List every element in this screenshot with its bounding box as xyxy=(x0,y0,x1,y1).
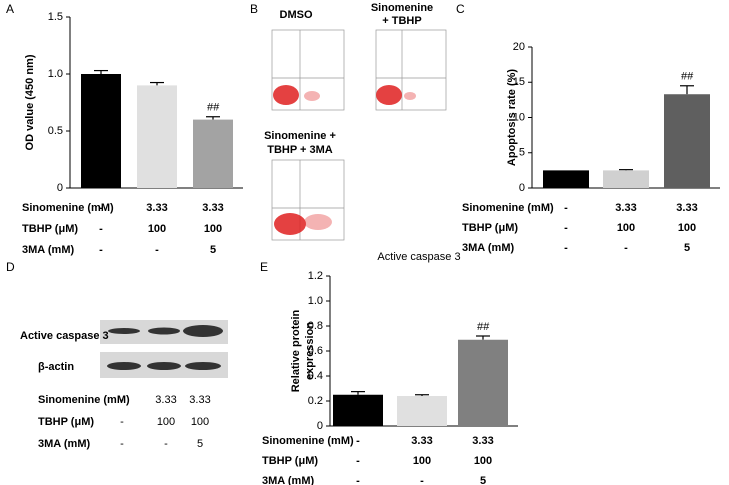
y-tick-label: 0.6 xyxy=(308,345,323,357)
condition-value: 5 xyxy=(197,438,203,450)
condition-label: TBHP (μM) xyxy=(262,455,318,467)
y-tick-label: 1.2 xyxy=(308,270,323,282)
condition-value: 5 xyxy=(210,244,216,256)
condition-value: - xyxy=(155,244,159,256)
panel-label: B xyxy=(250,2,258,16)
condition-value: 3.33 xyxy=(146,202,167,214)
band-label: β-actin xyxy=(38,361,74,373)
condition-label: TBHP (μM) xyxy=(462,222,518,234)
condition-value: - xyxy=(99,223,103,235)
condition-value: 100 xyxy=(204,223,222,235)
condition-value: 5 xyxy=(684,242,690,254)
panel-label: D xyxy=(6,260,15,274)
condition-value: 3.33 xyxy=(615,202,636,214)
bar xyxy=(333,394,383,426)
condition-label: Sinomenine (mM) xyxy=(22,202,114,214)
condition-label: Sinomenine (mM) xyxy=(462,202,554,214)
condition-value: 100 xyxy=(617,222,635,234)
condition-label: 3MA (mM) xyxy=(38,438,90,450)
condition-value: 3.33 xyxy=(189,394,210,406)
condition-label: 3MA (mM) xyxy=(262,475,314,485)
y-tick-label: 1.0 xyxy=(308,295,323,307)
condition-value: 5 xyxy=(480,475,486,485)
y-tick-label: 15 xyxy=(513,76,525,88)
y-tick-label: 0.4 xyxy=(308,370,323,382)
condition-value: 100 xyxy=(191,416,209,428)
condition-value: - xyxy=(356,435,360,447)
blot-bands xyxy=(107,325,223,370)
flow-title: Sinomenine + xyxy=(264,130,336,142)
condition-value: - xyxy=(356,475,360,485)
y-axis-label: OD value (450 nm) xyxy=(24,54,36,150)
condition-value: - xyxy=(564,202,568,214)
condition-value: - xyxy=(624,242,628,254)
condition-value: 3.33 xyxy=(676,202,697,214)
y-tick-label: 0 xyxy=(57,182,63,194)
condition-label: 3MA (mM) xyxy=(22,244,74,256)
panel-label: E xyxy=(260,260,268,274)
condition-label: TBHP (μM) xyxy=(22,223,78,235)
bar xyxy=(397,396,447,426)
condition-value: 100 xyxy=(413,455,431,467)
y-axis-label: Apoptosis rate (%) xyxy=(506,69,518,167)
bar xyxy=(193,119,233,188)
band-label: Active caspase 3 xyxy=(20,330,109,342)
condition-value: 100 xyxy=(474,455,492,467)
condition-value: - xyxy=(564,242,568,254)
condition-value: - xyxy=(99,202,103,214)
y-tick-label: 20 xyxy=(513,41,525,53)
condition-label: Sinomenine (mM) xyxy=(262,435,354,447)
y-tick-label: 0.5 xyxy=(48,125,63,137)
annotation: ## xyxy=(681,71,694,83)
condition-value: 3.33 xyxy=(472,435,493,447)
bar xyxy=(458,339,508,426)
chart-title: Active caspase 3 xyxy=(377,251,460,263)
condition-value: 3.33 xyxy=(155,394,176,406)
condition-value: 100 xyxy=(678,222,696,234)
flow-dots xyxy=(273,85,416,235)
condition-value: - xyxy=(120,438,124,450)
bar xyxy=(81,74,121,188)
annotation: ## xyxy=(477,321,490,333)
panel-label: A xyxy=(6,2,14,16)
y-axis-label: Relative protein xyxy=(290,309,302,392)
condition-value: - xyxy=(564,222,568,234)
condition-value: - xyxy=(164,438,168,450)
y-axis-label: expression xyxy=(304,322,316,380)
condition-value: 100 xyxy=(148,223,166,235)
condition-value: - xyxy=(420,475,424,485)
bar xyxy=(664,94,710,188)
y-tick-label: 0 xyxy=(519,182,525,194)
y-tick-label: 0.2 xyxy=(308,395,323,407)
condition-value: - xyxy=(356,455,360,467)
flow-title: DMSO xyxy=(280,9,313,21)
condition-value: - xyxy=(120,416,124,428)
condition-label: TBHP (μM) xyxy=(38,416,94,428)
y-tick-label: 1.0 xyxy=(48,68,63,80)
y-tick-label: 1.5 xyxy=(48,11,63,23)
condition-value: 3.33 xyxy=(202,202,223,214)
flow-title: TBHP + 3MA xyxy=(267,144,333,156)
y-tick-label: 0.8 xyxy=(308,320,323,332)
condition-value: - xyxy=(99,244,103,256)
y-tick-label: 0 xyxy=(317,420,323,432)
panel-label: C xyxy=(456,2,465,16)
condition-value: 3.33 xyxy=(411,435,432,447)
annotation: ## xyxy=(207,102,220,114)
condition-value: - xyxy=(120,394,124,406)
bar xyxy=(137,85,177,188)
condition-label: 3MA (mM) xyxy=(462,242,514,254)
flow-title: + TBHP xyxy=(382,15,421,27)
bar xyxy=(603,170,649,188)
y-tick-label: 10 xyxy=(513,111,525,123)
bar xyxy=(543,170,589,188)
flow-title: Sinomenine xyxy=(371,2,433,14)
condition-label: Sinomenine (mM) xyxy=(38,394,130,406)
condition-value: 100 xyxy=(157,416,175,428)
y-tick-label: 5 xyxy=(519,147,525,159)
